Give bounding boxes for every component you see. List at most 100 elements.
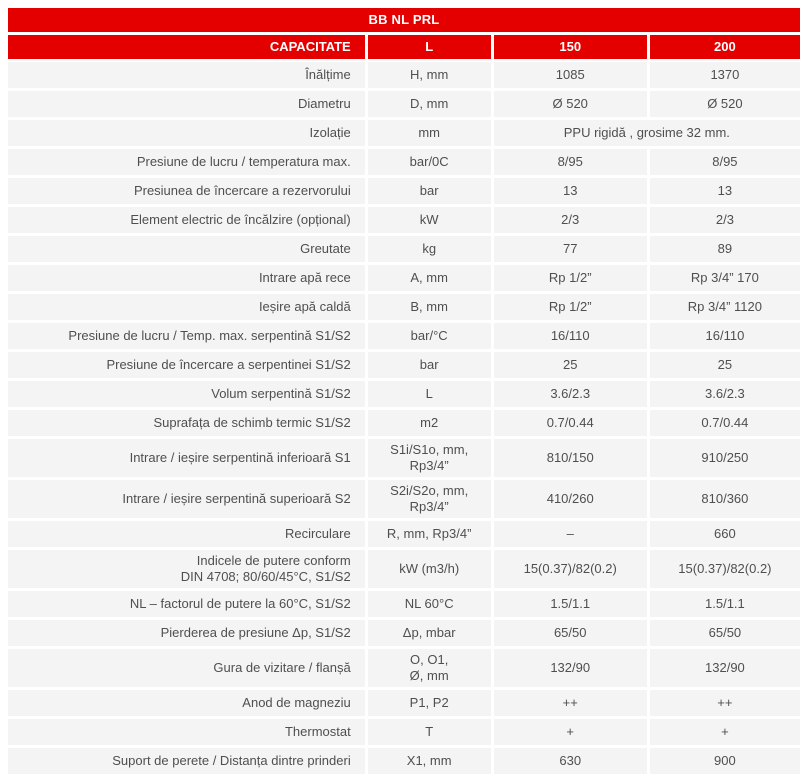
- row-unit-cell: bar: [367, 178, 491, 204]
- table-row: Presiune de încercare a serpentinei S1/S…: [8, 352, 800, 378]
- row-unit-cell: m2: [367, 410, 491, 436]
- row-unit-cell: D, mm: [367, 91, 491, 117]
- header-capacity-label: CAPACITATE: [8, 35, 365, 59]
- table-row: Greutate kg 77 89: [8, 236, 800, 262]
- row-label-cell: Indicele de putere conform DIN 4708; 80/…: [8, 550, 365, 588]
- row-unit-cell: kW: [367, 207, 491, 233]
- row-value-2-cell: 25: [649, 352, 800, 378]
- table-row: Diametru D, mm Ø 520 Ø 520: [8, 91, 800, 117]
- row-value-2-cell: 89: [649, 236, 800, 262]
- row-value-1-cell: 25: [493, 352, 647, 378]
- row-value-1-cell: 13: [493, 178, 647, 204]
- row-value-1-cell: 410/260: [493, 480, 647, 518]
- row-value-1-cell: Rp 1/2”: [493, 265, 647, 291]
- row-label-cell: Suport de perete / Distanța dintre prind…: [8, 748, 365, 774]
- table-row: Înălțime H, mm 1085 1370: [8, 62, 800, 88]
- table-row: Ieșire apă caldă B, mm Rp 1/2” Rp 3/4” 1…: [8, 294, 800, 320]
- table-row: Anod de magneziu P1, P2 ++ ++: [8, 690, 800, 716]
- row-label-cell: Gura de vizitare / flanșă: [8, 649, 365, 687]
- row-value-1-cell: ++: [493, 690, 647, 716]
- row-value-2-cell: 132/90: [649, 649, 800, 687]
- row-value-1-cell: 0.7/0.44: [493, 410, 647, 436]
- row-label-cell: Element electric de încălzire (opțional): [8, 207, 365, 233]
- row-value-1-cell: +: [493, 719, 647, 745]
- header-model-200: 200: [649, 35, 800, 59]
- row-unit-cell: S2i/S2o, mm, Rp3/4”: [367, 480, 491, 518]
- row-value-1-cell: 15(0.37)/82(0.2): [493, 550, 647, 588]
- row-unit-cell: T: [367, 719, 491, 745]
- row-unit-cell: R, mm, Rp3/4”: [367, 521, 491, 547]
- row-value-2-cell: 13: [649, 178, 800, 204]
- row-value-1-cell: 8/95: [493, 149, 647, 175]
- header-model-150: 150: [493, 35, 647, 59]
- row-unit-cell: kW (m3/h): [367, 550, 491, 588]
- row-unit-cell: Δp, mbar: [367, 620, 491, 646]
- row-value-2-cell: 3.6/2.3: [649, 381, 800, 407]
- row-label-cell: Recirculare: [8, 521, 365, 547]
- table-row: Intrare / ieșire serpentină superioară S…: [8, 480, 800, 518]
- table-row: Volum serpentină S1/S2 L 3.6/2.3 3.6/2.3: [8, 381, 800, 407]
- row-value-2-cell: 15(0.37)/82(0.2): [649, 550, 800, 588]
- row-value-2-cell: 2/3: [649, 207, 800, 233]
- row-value-2-cell: 8/95: [649, 149, 800, 175]
- row-unit-cell: NL 60°C: [367, 591, 491, 617]
- table-row: Presiunea de încercare a rezervorului ba…: [8, 178, 800, 204]
- table-row: Thermostat T + +: [8, 719, 800, 745]
- row-value-2-cell: 900: [649, 748, 800, 774]
- row-label-cell: Intrare / ieșire serpentină inferioară S…: [8, 439, 365, 477]
- table-row: Gura de vizitare / flanșă O, O1, Ø, mm 1…: [8, 649, 800, 687]
- row-value-1-cell: 2/3: [493, 207, 647, 233]
- row-unit-cell: O, O1, Ø, mm: [367, 649, 491, 687]
- table-row: Element electric de încălzire (opțional)…: [8, 207, 800, 233]
- row-value-2-cell: 810/360: [649, 480, 800, 518]
- row-label-cell: Diametru: [8, 91, 365, 117]
- row-unit-cell: B, mm: [367, 294, 491, 320]
- table-title: BB NL PRL: [8, 8, 800, 32]
- row-unit-cell: bar: [367, 352, 491, 378]
- row-value-2-cell: +: [649, 719, 800, 745]
- row-unit-cell: X1, mm: [367, 748, 491, 774]
- row-value-1-cell: 1085: [493, 62, 647, 88]
- row-label-cell: Thermostat: [8, 719, 365, 745]
- row-value-1-cell: PPU rigidă , grosime 32 mm.: [493, 120, 800, 146]
- row-label-cell: Înălțime: [8, 62, 365, 88]
- row-label-cell: Intrare / ieșire serpentină superioară S…: [8, 480, 365, 518]
- row-label-cell: Ieșire apă caldă: [8, 294, 365, 320]
- row-unit-cell: bar/0C: [367, 149, 491, 175]
- spec-table-body: Înălțime H, mm 1085 1370 Diametru D, mm …: [8, 62, 800, 774]
- row-label-cell: Presiune de încercare a serpentinei S1/S…: [8, 352, 365, 378]
- row-value-2-cell: ++: [649, 690, 800, 716]
- row-value-2-cell: 0.7/0.44: [649, 410, 800, 436]
- row-value-2-cell: 660: [649, 521, 800, 547]
- row-unit-cell: L: [367, 381, 491, 407]
- header-unit-label: L: [367, 35, 491, 59]
- row-value-2-cell: 16/110: [649, 323, 800, 349]
- row-unit-cell: kg: [367, 236, 491, 262]
- row-value-1-cell: 132/90: [493, 649, 647, 687]
- row-value-2-cell: 1.5/1.1: [649, 591, 800, 617]
- row-value-1-cell: 16/110: [493, 323, 647, 349]
- row-value-1-cell: 630: [493, 748, 647, 774]
- row-unit-cell: H, mm: [367, 62, 491, 88]
- table-row: Pierderea de presiune Δp, S1/S2 Δp, mbar…: [8, 620, 800, 646]
- row-value-2-cell: 65/50: [649, 620, 800, 646]
- table-row: Presiune de lucru / temperatura max. bar…: [8, 149, 800, 175]
- row-label-cell: Greutate: [8, 236, 365, 262]
- table-row: Presiune de lucru / Temp. max. serpentin…: [8, 323, 800, 349]
- header-row: CAPACITATE L 150 200: [8, 35, 800, 59]
- row-label-cell: Presiune de lucru / Temp. max. serpentin…: [8, 323, 365, 349]
- row-label-cell: Anod de magneziu: [8, 690, 365, 716]
- row-label-cell: Izolație: [8, 120, 365, 146]
- row-label-cell: Volum serpentină S1/S2: [8, 381, 365, 407]
- product-spec-table: BB NL PRL CAPACITATE L 150 200 Înălțime …: [5, 5, 803, 777]
- table-row: Intrare apă rece A, mm Rp 1/2” Rp 3/4” 1…: [8, 265, 800, 291]
- row-value-1-cell: Ø 520: [493, 91, 647, 117]
- row-label-cell: Suprafața de schimb termic S1/S2: [8, 410, 365, 436]
- row-unit-cell: S1i/S1o, mm, Rp3/4”: [367, 439, 491, 477]
- table-row: NL – factorul de putere la 60°C, S1/S2 N…: [8, 591, 800, 617]
- title-row: BB NL PRL: [8, 8, 800, 32]
- row-unit-cell: bar/°C: [367, 323, 491, 349]
- row-value-1-cell: 810/150: [493, 439, 647, 477]
- row-value-2-cell: Rp 3/4” 170: [649, 265, 800, 291]
